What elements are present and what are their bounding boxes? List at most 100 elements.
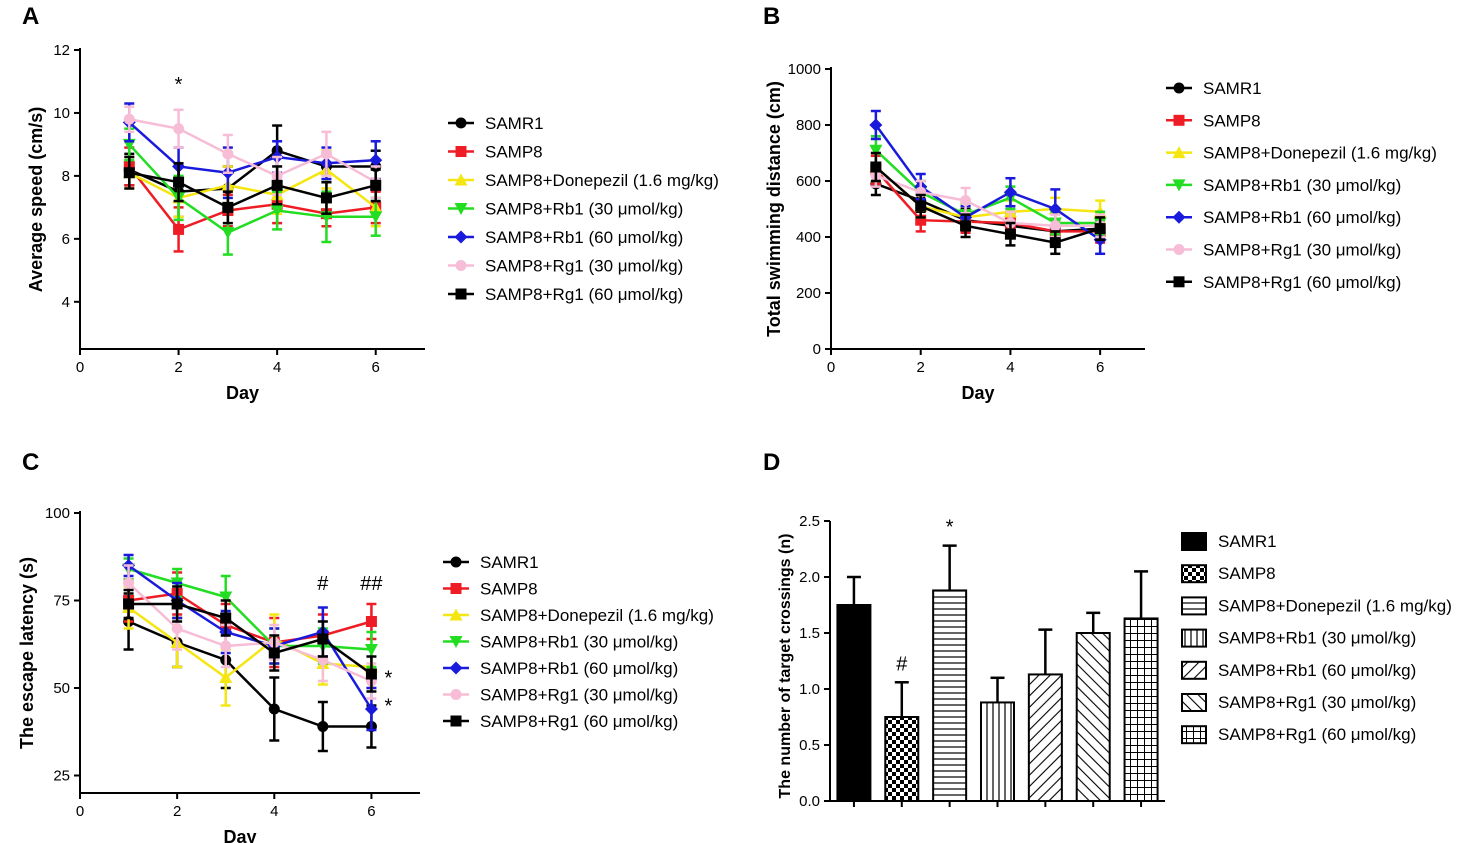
data-point bbox=[221, 227, 235, 240]
data-point bbox=[370, 179, 382, 191]
bar bbox=[836, 604, 872, 802]
legend-marker bbox=[1173, 276, 1185, 288]
data-point bbox=[123, 598, 135, 610]
y-tick-label: 2.5 bbox=[799, 513, 820, 530]
legend-marker bbox=[1173, 244, 1185, 255]
legend-swatch bbox=[1181, 660, 1207, 680]
panel-letter-d: D bbox=[763, 449, 780, 476]
y-tick-label: 100 bbox=[45, 505, 70, 522]
data-point bbox=[222, 201, 234, 213]
legend-label: SAMP8+Rg1 (60 μmol/kg) bbox=[485, 285, 683, 304]
significance-annotation: * bbox=[175, 74, 183, 96]
legend-marker bbox=[450, 715, 462, 727]
y-tick-label: 0 bbox=[813, 341, 821, 358]
series-line bbox=[127, 582, 372, 683]
y-tick-label: 0.0 bbox=[799, 793, 820, 810]
data-point bbox=[1049, 220, 1061, 232]
legend-swatch bbox=[1181, 532, 1207, 551]
legend-marker bbox=[1173, 82, 1185, 94]
data-point bbox=[123, 577, 135, 589]
series-line bbox=[129, 171, 377, 209]
data-point bbox=[219, 671, 233, 683]
chart-b-swimming-distance: 0 200 400 600 800 1000 0 2 4 6 Day Total swimming d… bbox=[764, 61, 1437, 403]
y-axis-title: The escape latency (s) bbox=[17, 557, 37, 749]
legend-marker bbox=[449, 661, 463, 675]
data-point bbox=[1003, 185, 1017, 199]
series-line bbox=[128, 165, 376, 231]
significance-annotation: # bbox=[896, 653, 908, 675]
chart-d-target-crossings: 0.0 0.5 1.0 1.5 2.0 2.5 The number of target c… bbox=[777, 513, 1452, 810]
data-point bbox=[173, 123, 185, 135]
legend-label: SAMP8+Rb1 (60 μmol/kg) bbox=[485, 228, 683, 247]
data-point bbox=[870, 161, 882, 173]
legend-swatch bbox=[1181, 628, 1207, 648]
data-point bbox=[369, 153, 383, 167]
legend-label: SAMP8+Donepezil (1.6 mg/kg) bbox=[480, 606, 714, 625]
series-line bbox=[874, 168, 1101, 233]
legend-label: SAMR1 bbox=[1203, 79, 1262, 98]
data-point bbox=[1094, 223, 1106, 235]
y-tick-label: 800 bbox=[796, 117, 821, 134]
significance-annotation: * bbox=[946, 517, 954, 539]
legend-marker bbox=[1172, 179, 1186, 192]
panel-letter-a: A bbox=[22, 3, 39, 30]
data-point bbox=[268, 703, 280, 715]
data-point bbox=[365, 668, 377, 680]
x-axis-title: Day bbox=[226, 383, 259, 403]
significance-annotation: * bbox=[385, 668, 393, 690]
series-line bbox=[129, 118, 377, 184]
data-point bbox=[915, 200, 927, 212]
data-point bbox=[220, 612, 232, 624]
panel-letter-c: C bbox=[22, 449, 39, 476]
legend-marker bbox=[454, 230, 468, 244]
y-axis-title: The number of target crossings (n) bbox=[777, 534, 794, 799]
x-tick-label: 2 bbox=[917, 359, 925, 376]
y-tick-label: 6 bbox=[62, 231, 70, 248]
data-point bbox=[364, 644, 378, 656]
data-point bbox=[320, 192, 332, 204]
legend-swatch bbox=[1181, 693, 1207, 712]
legend-label: SAMP8+Rg1 (30 μmol/kg) bbox=[1203, 241, 1401, 260]
legend-label: SAMP8+Rb1 (60 μmol/kg) bbox=[1218, 661, 1416, 680]
y-tick-label: 200 bbox=[796, 285, 821, 302]
y-tick-label: 1.0 bbox=[799, 681, 820, 698]
legend-label: SAMR1 bbox=[480, 553, 539, 572]
y-axis-title: Average speed (cm/s) bbox=[26, 107, 46, 292]
legend-label: SAMP8+Rb1 (60 μmol/kg) bbox=[1203, 208, 1401, 227]
x-tick-label: 2 bbox=[173, 803, 181, 820]
legend-label: SAMP8+Rb1 (30 μmol/kg) bbox=[1218, 629, 1416, 648]
legend-label: SAMP8+Rg1 (30 μmol/kg) bbox=[485, 257, 683, 276]
y-tick-label: 1000 bbox=[788, 61, 821, 78]
y-tick-label: 25 bbox=[53, 768, 70, 785]
x-axis-title: Day bbox=[223, 827, 256, 843]
data-point bbox=[268, 647, 280, 659]
data-point bbox=[271, 179, 283, 191]
legend-marker bbox=[1172, 210, 1186, 224]
series-line bbox=[128, 168, 377, 209]
legend-label: SAMP8+Rg1 (30 μmol/kg) bbox=[1218, 693, 1416, 712]
y-tick-label: 1.5 bbox=[799, 625, 820, 642]
data-point bbox=[123, 113, 135, 125]
legend-marker bbox=[454, 173, 468, 186]
legend-label: SAMP8+Rg1 (30 μmol/kg) bbox=[480, 686, 678, 705]
data-point bbox=[869, 118, 883, 132]
legend-label: SAMP8+Rb1 (30 μmol/kg) bbox=[1203, 176, 1401, 195]
data-point bbox=[222, 148, 234, 160]
legend-marker bbox=[1172, 146, 1186, 159]
x-tick-label: 0 bbox=[76, 803, 84, 820]
legend-label: SAMR1 bbox=[1218, 532, 1277, 551]
y-tick-label: 75 bbox=[53, 593, 70, 610]
legend-swatch bbox=[1181, 596, 1207, 616]
x-tick-label: 6 bbox=[372, 359, 380, 376]
data-point bbox=[1048, 202, 1062, 216]
data-point bbox=[219, 591, 233, 604]
data-point bbox=[123, 167, 135, 179]
data-point bbox=[364, 702, 378, 716]
legend-label: SAMR1 bbox=[485, 114, 544, 133]
legend-label: SAMP8+Rb1 (60 μmol/kg) bbox=[480, 659, 678, 678]
legend-marker bbox=[455, 117, 467, 129]
y-tick-label: 600 bbox=[796, 173, 821, 190]
data-point bbox=[960, 195, 972, 207]
